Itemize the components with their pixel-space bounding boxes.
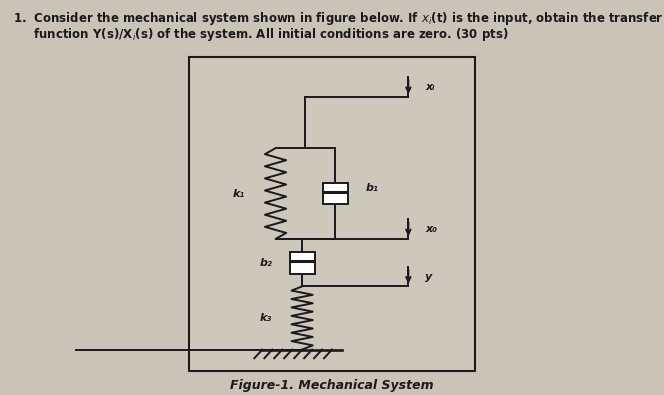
Text: xᵢ: xᵢ xyxy=(425,82,434,92)
Text: b₁: b₁ xyxy=(365,182,378,193)
Text: x₀: x₀ xyxy=(425,224,437,234)
Text: k₁: k₁ xyxy=(233,188,245,199)
Bar xyxy=(189,57,475,371)
Text: b₂: b₂ xyxy=(259,258,272,268)
Text: Figure-1. Mechanical System: Figure-1. Mechanical System xyxy=(230,379,434,391)
FancyBboxPatch shape xyxy=(290,252,315,273)
Text: function Y(s)/X$_i$(s) of the system. All initial conditions are zero. (30 pts): function Y(s)/X$_i$(s) of the system. Al… xyxy=(13,26,509,43)
Text: 1.  Consider the mechanical system shown in figure below. If $x_i$(t) is the inp: 1. Consider the mechanical system shown … xyxy=(13,10,664,27)
Text: y: y xyxy=(425,271,432,282)
FancyBboxPatch shape xyxy=(323,182,348,205)
Text: k₃: k₃ xyxy=(260,313,272,323)
